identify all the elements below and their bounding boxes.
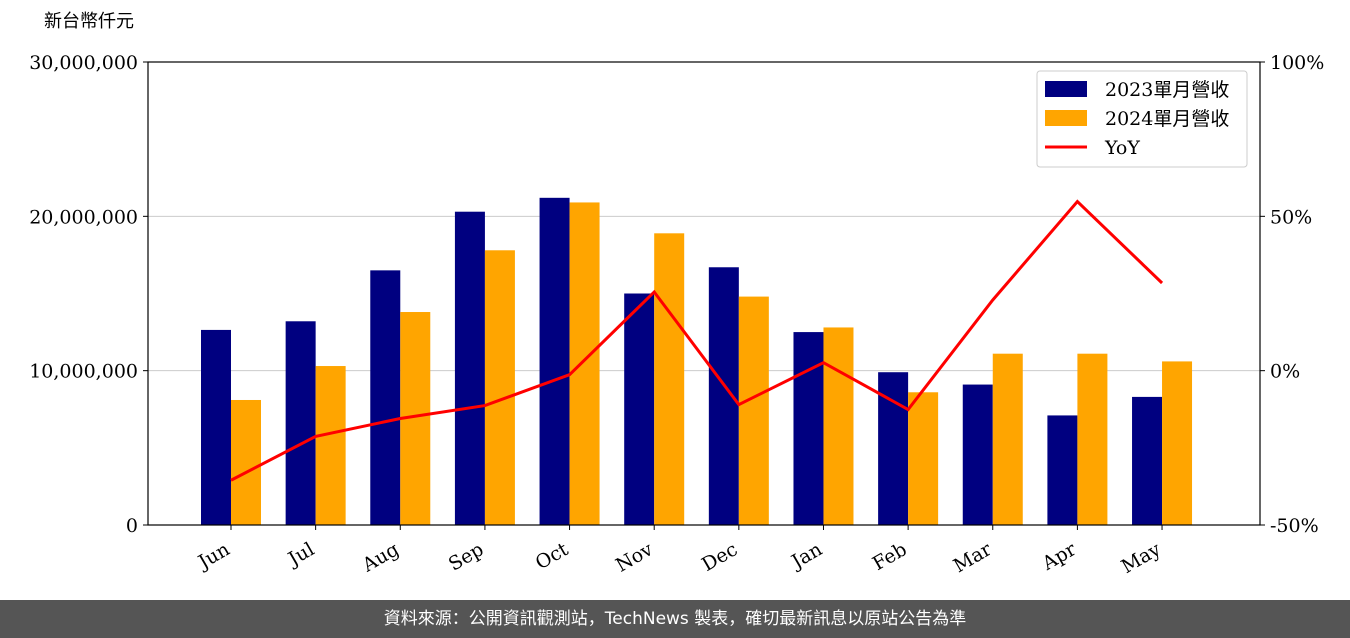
bar	[624, 293, 655, 525]
x-tick-label: Feb	[869, 538, 911, 575]
bar	[908, 392, 939, 525]
legend-label: 2023單月營收	[1105, 79, 1229, 101]
y2-tick-label: 50%	[1270, 206, 1312, 228]
bar	[708, 267, 739, 525]
y-tick-label: 20,000,000	[29, 206, 138, 228]
bar	[539, 197, 570, 525]
bar	[231, 399, 261, 525]
bar	[454, 211, 485, 525]
bar	[738, 296, 769, 525]
chart: 新台幣仟元 0 10,000,000 20,000,000 30,000,000 -50…	[29, 11, 1324, 578]
legend-label: 2024單月營收	[1105, 108, 1229, 130]
bar	[823, 327, 854, 525]
bar	[370, 270, 401, 525]
bar	[201, 329, 231, 525]
legend-label: YoY	[1104, 137, 1140, 159]
x-tick-label: Jun	[193, 538, 234, 574]
bar	[1077, 353, 1108, 525]
bar	[484, 250, 515, 525]
bar	[315, 366, 346, 525]
legend-swatch	[1045, 110, 1087, 126]
bar	[569, 202, 600, 525]
x-tick-label: Jan	[786, 538, 826, 574]
plot-frame	[147, 61, 1261, 526]
bar	[878, 372, 909, 525]
bar	[1132, 396, 1163, 525]
x-tick-label: Sep	[445, 538, 488, 575]
x-tick-label: Nov	[612, 538, 657, 577]
y-tick-label: 10,000,000	[29, 361, 138, 383]
bar	[962, 384, 993, 525]
x-tick-label: Aug	[358, 538, 403, 577]
y2-tick-label: 0%	[1270, 361, 1300, 383]
y-tick-label: 30,000,000	[29, 52, 138, 74]
bar	[1162, 361, 1193, 525]
bar	[654, 233, 685, 525]
x-tick-label: Apr	[1038, 538, 1081, 575]
bar	[285, 321, 316, 525]
bar	[1047, 415, 1078, 525]
legend-box	[1036, 70, 1248, 168]
y-tick-label: 0	[126, 515, 138, 537]
footer: 資料來源：公開資訊觀測站，TechNews 製表，確切最新訊息以原站公告為準	[0, 600, 1350, 638]
x-tick-label: Oct	[532, 538, 573, 574]
bar	[793, 332, 824, 525]
x-tick-label: Jul	[283, 538, 318, 571]
line	[230, 199, 1164, 482]
x-tick-label: May	[1118, 538, 1165, 578]
legend-swatch	[1045, 81, 1087, 97]
y-axis-label: 新台幣仟元	[44, 11, 134, 32]
y2-tick-label: -50%	[1270, 515, 1319, 537]
bar	[992, 353, 1023, 525]
x-tick-label: Dec	[698, 538, 741, 576]
y2-tick-label: 100%	[1270, 52, 1324, 74]
x-tick-label: Mar	[950, 538, 996, 577]
